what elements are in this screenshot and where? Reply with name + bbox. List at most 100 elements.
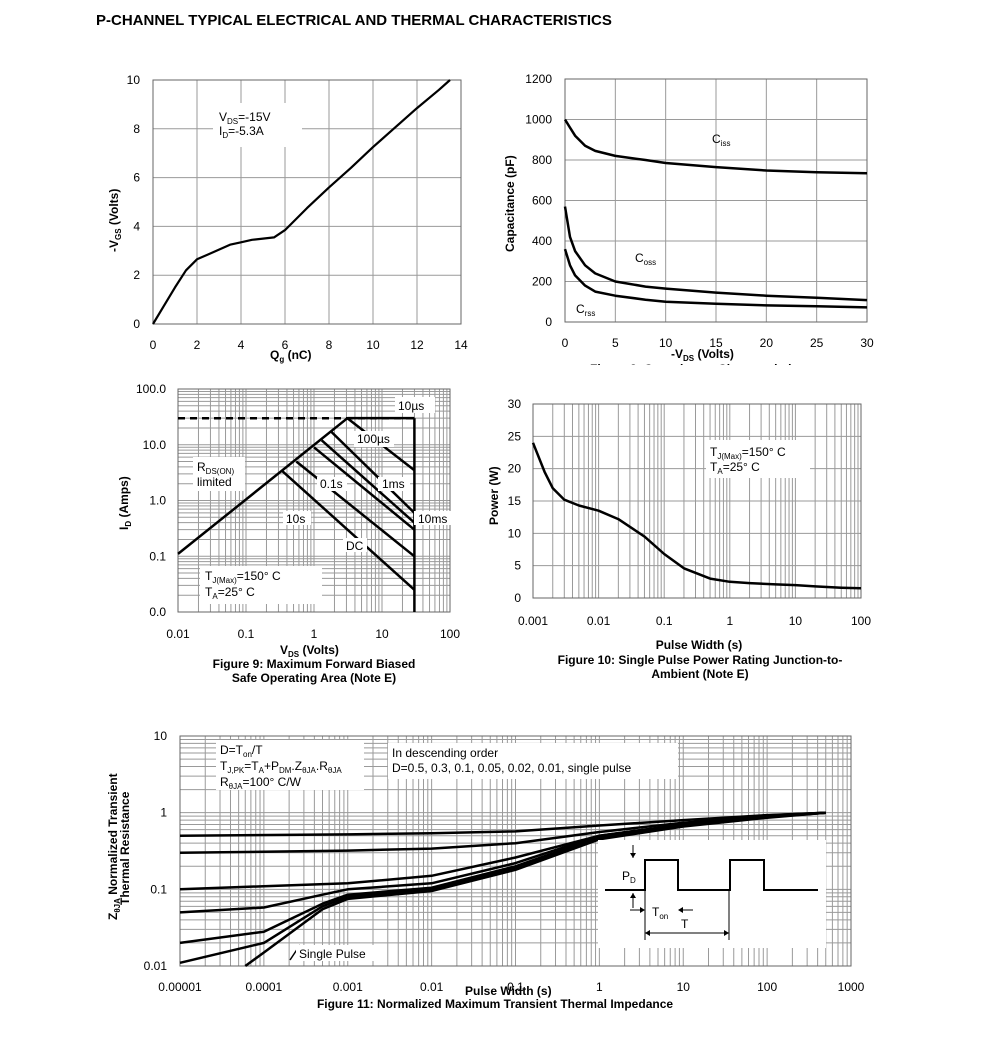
capacitance-chart: 0 5 10 15 20 25 30 0 200 400 600 800 1000 1200 Ciss C… bbox=[503, 72, 874, 377]
y-tick-label: 200 bbox=[532, 275, 552, 289]
y-tick-label: 6 bbox=[133, 171, 140, 185]
y-tick-label: 0.0 bbox=[149, 605, 166, 619]
svg-text:Figure 11: Normalized Maximum: Figure 11: Normalized Maximum Transient … bbox=[317, 997, 673, 1011]
x-tick-label: 8 bbox=[326, 338, 333, 352]
svg-text:0.1s: 0.1s bbox=[320, 477, 343, 491]
svg-text:TA=25° C: TA=25° C bbox=[710, 460, 760, 476]
coss-curve bbox=[563, 206, 868, 302]
x-tick-label: 2 bbox=[194, 338, 201, 352]
x-tick-label: 0.01 bbox=[587, 614, 611, 628]
svg-text:Qg (nC): Qg (nC) bbox=[270, 348, 312, 364]
x-tick-label: 10 bbox=[789, 614, 803, 628]
pulse-waveform bbox=[605, 859, 818, 891]
soa-line-10ms bbox=[313, 446, 416, 531]
x-tick-label: 5 bbox=[612, 336, 619, 350]
svg-text:Coss: Coss bbox=[635, 251, 656, 267]
x-tick-label: 6 bbox=[282, 338, 289, 352]
x-tick-label: 100 bbox=[757, 980, 777, 994]
x-tick-label: 10 bbox=[375, 627, 389, 641]
svg-text:ID (Amps): ID (Amps) bbox=[117, 476, 133, 530]
soa-line-100s bbox=[330, 431, 416, 514]
x-tick-label: 0.01 bbox=[166, 627, 190, 641]
svg-text:D=Ton/T: D=Ton/T bbox=[220, 743, 263, 759]
y-tick-label: 800 bbox=[532, 153, 552, 167]
pulse-diagram-inset: PD Ton T bbox=[598, 840, 826, 948]
svg-text:Pulse Width (s): Pulse Width (s) bbox=[465, 984, 552, 998]
y-tick-label: 0 bbox=[133, 317, 140, 331]
y-tick-label: 1000 bbox=[525, 113, 552, 127]
svg-text:VDS=-15V: VDS=-15V bbox=[219, 110, 271, 126]
x-tick-label: 0.1 bbox=[656, 614, 673, 628]
x-tick-label: 0.01 bbox=[420, 980, 444, 994]
svg-text:100µs: 100µs bbox=[357, 432, 390, 446]
x-tick-label: 4 bbox=[238, 338, 245, 352]
y-tick-label: 0 bbox=[545, 315, 552, 329]
plot-frame bbox=[564, 78, 868, 323]
svg-text:Figure 9: Maximum Forward Bias: Figure 9: Maximum Forward Biased bbox=[213, 657, 416, 671]
y-tick-label: 1 bbox=[160, 806, 167, 820]
svg-text:ID=-5.3A: ID=-5.3A bbox=[219, 124, 264, 140]
x-tick-label: 25 bbox=[810, 336, 824, 350]
svg-text:10s: 10s bbox=[286, 512, 305, 526]
svg-text:TA=25° C: TA=25° C bbox=[205, 585, 255, 601]
svg-text:Capacitance (pF): Capacitance (pF) bbox=[503, 155, 517, 252]
soa-line-1ms bbox=[320, 439, 416, 524]
x-tick-label: 1 bbox=[311, 627, 318, 641]
x-tick-label: 12 bbox=[410, 338, 424, 352]
svg-text:VDS (Volts): VDS (Volts) bbox=[280, 643, 339, 659]
x-tick-label: 0.0001 bbox=[246, 980, 283, 994]
y-tick-label: 100.0 bbox=[136, 382, 166, 396]
y-tick-label: 600 bbox=[532, 194, 552, 208]
power-curve bbox=[531, 442, 862, 590]
ciss-curve bbox=[563, 118, 868, 175]
crss-curve bbox=[563, 248, 868, 309]
x-tick-label: 0.001 bbox=[333, 980, 363, 994]
gate-charge-chart: 0 2 4 6 8 10 12 14 0 2 4 6 8 10 VDS=-15V ID=-5.3A Qg … bbox=[107, 73, 468, 364]
x-tick-label: 30 bbox=[860, 336, 874, 350]
svg-text:Ton: Ton bbox=[652, 905, 668, 921]
x-tick-label: 0.001 bbox=[518, 614, 548, 628]
svg-text:TJ(Max)=150° C: TJ(Max)=150° C bbox=[710, 445, 786, 461]
x-tick-label: 10 bbox=[659, 336, 673, 350]
y-tick-label: 5 bbox=[514, 559, 521, 573]
y-tick-label: 10 bbox=[508, 526, 522, 540]
y-tick-label: 0 bbox=[514, 591, 521, 605]
y-tick-label: 0.1 bbox=[149, 549, 166, 563]
y-tick-label: 10 bbox=[127, 73, 141, 87]
plot-frame bbox=[177, 388, 451, 613]
y-tick-label: 400 bbox=[532, 234, 552, 248]
x-tick-label: 1 bbox=[596, 980, 603, 994]
x-tick-label: 15 bbox=[709, 336, 723, 350]
y-tick-label: 25 bbox=[508, 429, 522, 443]
svg-text:Figure 10: Single Pulse Power: Figure 10: Single Pulse Power Rating Jun… bbox=[558, 653, 843, 667]
zth-curve-singlepulse bbox=[244, 811, 826, 968]
svg-text:-VGS (Volts): -VGS (Volts) bbox=[107, 189, 123, 252]
y-tick-label: 0.01 bbox=[144, 959, 168, 973]
svg-text:RθJA=100° C/W: RθJA=100° C/W bbox=[220, 775, 302, 791]
x-tick-label: 0.00001 bbox=[158, 980, 202, 994]
svg-text:limited: limited bbox=[197, 475, 232, 489]
y-tick-label: 15 bbox=[508, 494, 522, 508]
soa-line-dc bbox=[280, 469, 416, 591]
transient-thermal-chart: 0.00001 0.0001 0.001 0.01 0.1 1 10 100 1000 0.01 0… bbox=[106, 729, 865, 1011]
y-tick-label: 20 bbox=[508, 462, 522, 476]
svg-text:Single Pulse: Single Pulse bbox=[299, 947, 366, 961]
x-tick-label: 0.1 bbox=[507, 980, 524, 994]
svg-text:T: T bbox=[681, 917, 689, 931]
pulse-power-chart: 0.001 0.01 0.1 1 10 100 0 5 10 15 20 25 30 TJ(Max)=1… bbox=[487, 397, 871, 681]
svg-text:1ms: 1ms bbox=[382, 477, 405, 491]
x-tick-label: 20 bbox=[760, 336, 774, 350]
x-tick-label: 14 bbox=[454, 338, 468, 352]
svg-text:TJ,PK=TA+PDM.ZθJA.RθJA: TJ,PK=TA+PDM.ZθJA.RθJA bbox=[220, 759, 342, 775]
x-tick-label: 10 bbox=[366, 338, 380, 352]
y-tick-label: 4 bbox=[133, 219, 140, 233]
page-title: P-CHANNEL TYPICAL ELECTRICAL AND THERMAL… bbox=[96, 12, 612, 29]
plot-frame bbox=[152, 79, 462, 325]
svg-text:-VDS (Volts): -VDS (Volts) bbox=[671, 347, 734, 363]
vgs-curve bbox=[152, 79, 451, 325]
y-tick-label: 1200 bbox=[525, 72, 552, 86]
svg-text:RDS(ON): RDS(ON) bbox=[197, 460, 234, 476]
svg-text:10ms: 10ms bbox=[418, 512, 447, 526]
y-tick-label: 30 bbox=[508, 397, 522, 411]
